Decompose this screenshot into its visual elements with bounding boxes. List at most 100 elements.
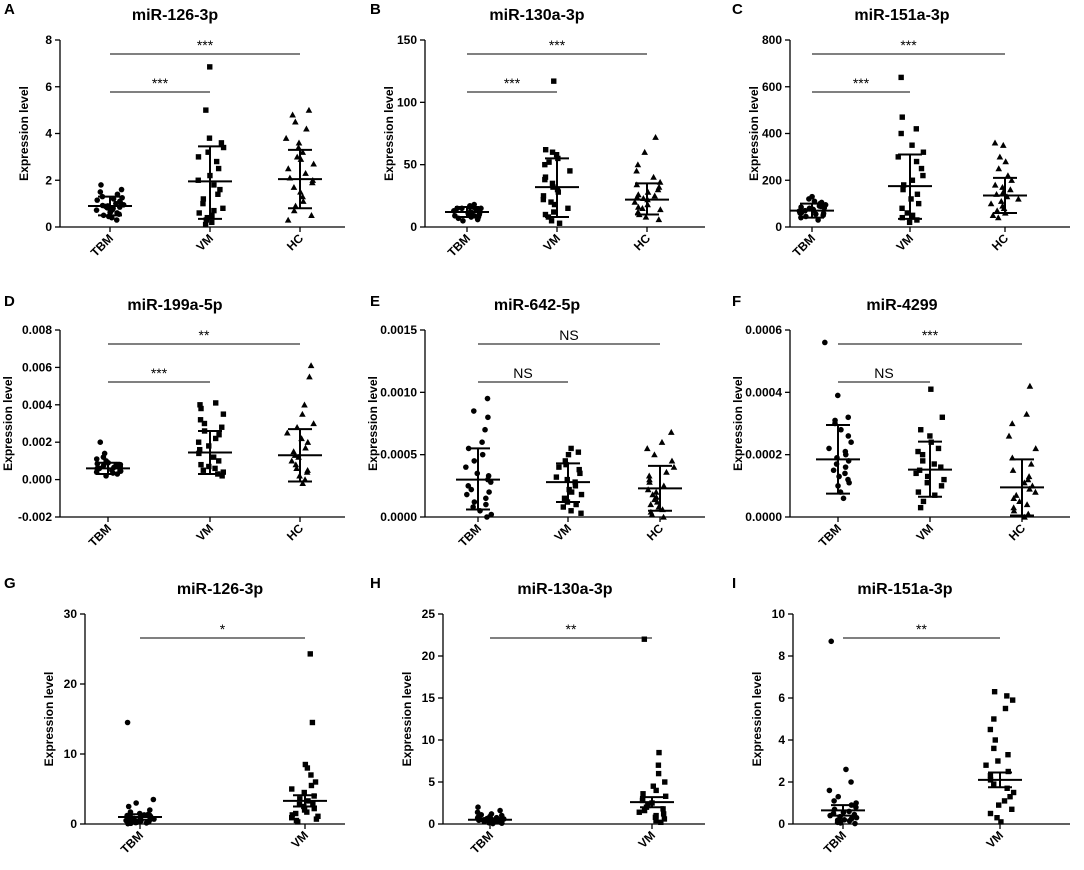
panel-c-point-hc	[997, 197, 1005, 204]
panel-d-ytick-label: 0.002	[22, 435, 52, 449]
panel-h-ytick-label: 15	[422, 691, 436, 705]
panel-d-point-vm	[219, 424, 225, 430]
panel-f-point-tbm	[848, 439, 854, 446]
panel-e-point-hc	[651, 451, 658, 458]
panel-b-point-vm	[542, 147, 549, 153]
panel-i-ytick-label: 6	[778, 691, 785, 705]
panel-b-point-hc	[651, 192, 659, 199]
panel-i-point-vm	[1009, 806, 1015, 812]
panel-a-point-vm	[205, 149, 211, 155]
panel-h-point-vm	[662, 793, 669, 799]
panel-a-ytick-label: 6	[45, 80, 52, 94]
panel-a-point-vm	[204, 214, 211, 221]
panel-d-point-vm	[212, 465, 218, 472]
panel-b-point-vm	[551, 78, 557, 84]
panel-b-point-vm	[542, 161, 548, 168]
panel-d-point-hc	[293, 465, 300, 472]
panel-f-point-hc	[1025, 473, 1033, 480]
panel-d-point-hc	[292, 461, 300, 468]
panel-c-point-vm	[920, 149, 927, 155]
panel-a-point-hc	[305, 106, 313, 113]
panel-g-point-vm	[310, 800, 316, 806]
panel-f-point-tbm	[830, 467, 837, 474]
panel-g-point-vm	[296, 801, 303, 808]
panel-i-point-vm	[1005, 752, 1011, 758]
panel-b-xtick-hc: HC	[631, 231, 653, 253]
panel-c-ytick-label: 0	[775, 220, 782, 234]
panel-h-point-vm	[636, 809, 642, 815]
panel-b-point-hc	[657, 206, 664, 213]
panel-f-point-vm	[917, 504, 924, 511]
panel-f-point-hc	[1021, 513, 1028, 520]
panel-f-point-vm	[924, 480, 930, 486]
panel-b-point-tbm	[478, 205, 484, 212]
panel-e-point-tbm	[471, 499, 478, 505]
panel-b-ytick-label: 50	[404, 158, 418, 172]
panel-f-point-tbm	[845, 476, 851, 483]
panel-d-point-vm	[220, 469, 227, 475]
panel-f-ylabel: Expression level	[731, 376, 745, 471]
panel-c-point-tbm	[820, 210, 827, 217]
panel-f-point-hc	[1010, 507, 1018, 514]
panel-f-sig-0: NS	[874, 365, 893, 381]
panel-d-point-hc	[306, 373, 313, 380]
panel-c-point-vm	[913, 158, 920, 165]
panel-h-point-vm	[658, 819, 664, 826]
panel-d-xtick-hc: HC	[284, 521, 306, 543]
panel-e-point-vm	[568, 508, 574, 514]
panel-i-point-vm	[1004, 693, 1010, 699]
panel-i-point-vm	[991, 689, 998, 695]
panel-f-point-vm	[941, 476, 947, 483]
panel-c-point-vm	[914, 217, 920, 223]
panel-c-point-hc	[999, 141, 1007, 148]
panel-g-point-vm	[293, 817, 300, 824]
panel-g-point-vm	[297, 796, 303, 802]
panel-a-ytick-label: 2	[45, 173, 52, 187]
panel-a-title: miR-126-3p	[132, 7, 218, 24]
panel-a-point-hc	[290, 183, 298, 190]
panel-f-point-hc	[1023, 410, 1030, 417]
panel-i-point-vm	[1010, 789, 1017, 796]
panel-e-sig-0: NS	[513, 365, 532, 381]
panel-h-ytick-label: 25	[422, 607, 436, 621]
panel-g-point-vm	[309, 719, 316, 726]
panel-c-point-hc	[1008, 176, 1015, 183]
panel-d-point-tbm	[101, 450, 108, 457]
panel-f-point-vm	[938, 464, 944, 470]
panel-f-point-hc	[1032, 488, 1039, 495]
panel-e-point-hc	[653, 493, 660, 500]
panel-i-point-vm	[987, 773, 994, 779]
panel-g-point-vm	[313, 816, 320, 822]
panel-g-point-vm	[307, 651, 313, 657]
panel-d-point-vm	[213, 400, 219, 406]
panel-i-ylabel: Expression level	[750, 672, 764, 767]
panel-f-point-tbm	[838, 426, 844, 433]
panel-e-point-hc	[668, 457, 676, 464]
panel-i-point-tbm	[848, 815, 855, 822]
panel-c-point-vm	[898, 130, 904, 137]
panel-b-point-vm	[549, 149, 556, 155]
panel-f-ytick-label: 0.0004	[745, 385, 782, 399]
panel-f-xtick-tbm: TBM	[816, 521, 844, 549]
panel-f-point-vm	[913, 470, 919, 477]
panel-b-title: miR-130a-3p	[489, 7, 584, 24]
panel-h-title: miR-130a-3p	[517, 581, 612, 598]
panel-a-point-hc	[282, 134, 290, 141]
panel-f-point-tbm	[842, 464, 849, 470]
panel-a-point-hc	[310, 160, 317, 167]
panel-h-point-vm	[650, 783, 656, 789]
panel-h-point-vm	[639, 796, 646, 802]
panel-a-point-hc	[290, 207, 298, 214]
panel-c-ytick-label: 600	[762, 80, 782, 94]
panel-d-point-hc	[288, 457, 296, 464]
panel-c-ytick-label: 200	[762, 173, 782, 187]
panel-b-point-hc	[634, 161, 642, 168]
panel-e-point-vm	[563, 461, 569, 468]
panel-h-point-tbm	[497, 807, 503, 814]
panel-a-point-vm	[195, 154, 202, 160]
panel-e-ylabel: Expression level	[366, 376, 380, 471]
panel-h-ylabel: Expression level	[400, 672, 414, 767]
panel-c-point-vm	[900, 182, 907, 188]
panel-a-point-vm	[217, 186, 223, 193]
panel-b-point-vm	[556, 220, 563, 226]
